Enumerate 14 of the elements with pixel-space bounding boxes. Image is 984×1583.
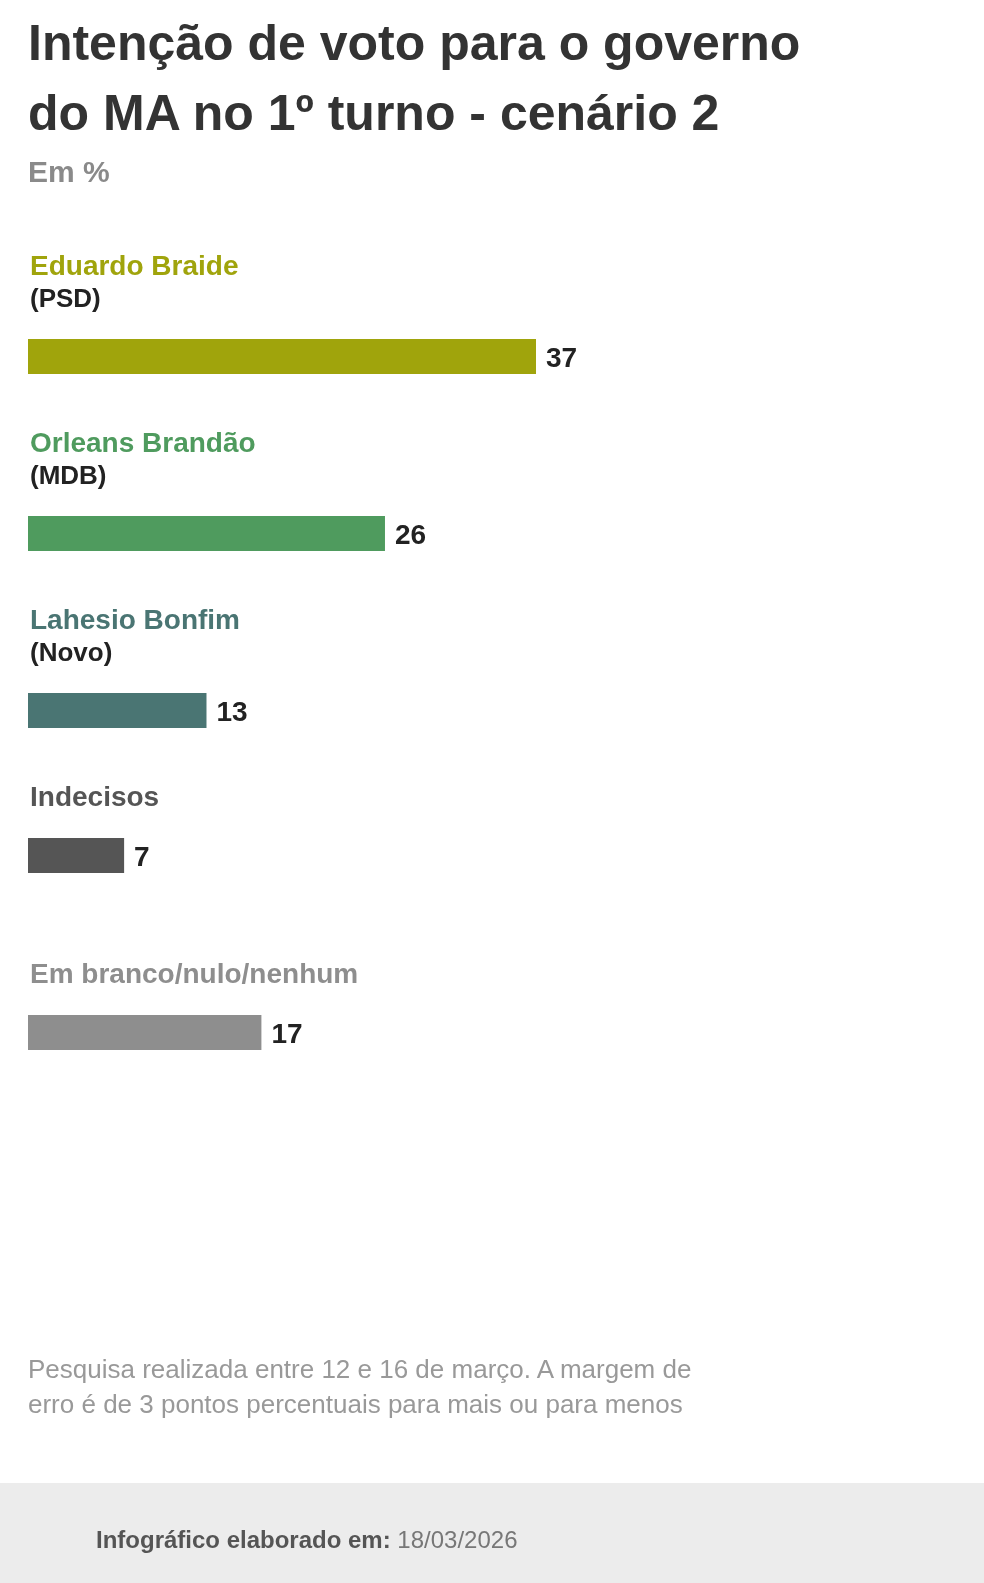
data-label: 17 bbox=[271, 1018, 303, 1049]
data-label: 13 bbox=[216, 696, 248, 727]
y-tick-label: Indecisos bbox=[30, 781, 160, 812]
text: Pesquisa realizada entre 12 e 16 de março. A margem de erro é de 3 pontos percentuais para mais ou para menos bbox=[28, 1354, 692, 1419]
chart-subtitle: Em % bbox=[28, 155, 110, 188]
y-tick-label: Eduardo Braide (PSD) bbox=[30, 250, 239, 313]
y-tick-label: Lahesio Bonfim (Novo) bbox=[30, 604, 241, 667]
data-label: 26 bbox=[394, 519, 427, 550]
chart-title: Intenção de voto para o governo do MA no 1º turno - cenário 2 bbox=[28, 15, 801, 141]
data-label: 37 bbox=[546, 342, 578, 373]
y-tick-label: Orleans Brandão (MDB) bbox=[30, 427, 256, 490]
y-tick-label: Em branco/nulo/nenhum bbox=[30, 958, 359, 989]
data-label: 7 bbox=[134, 841, 150, 872]
text: Infográfico elaborado em: 18/03/2026 bbox=[96, 1526, 518, 1553]
